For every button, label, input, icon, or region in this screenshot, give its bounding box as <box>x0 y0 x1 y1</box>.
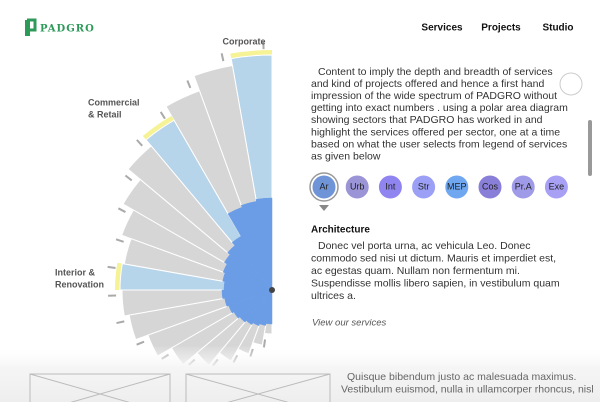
sector-core <box>233 289 273 319</box>
legend-button[interactable] <box>411 174 437 200</box>
sector-core <box>227 206 273 291</box>
sector-tick <box>136 340 145 346</box>
center-dot <box>269 287 275 293</box>
sector-glow <box>142 115 175 141</box>
sector-tick <box>186 80 192 89</box>
image-placeholder <box>29 373 331 402</box>
section-body: Donec vel porta urna, ac vehicula Leo. D… <box>318 240 530 252</box>
intro-text: as given below <box>311 150 381 162</box>
legend-label[interactable]: Pr.A <box>515 181 532 191</box>
footer-text: Vestibulum euismod, nulla in ullamcorper… <box>341 383 594 395</box>
section-title: Architecture <box>311 225 370 236</box>
nav-link[interactable]: Studio <box>542 23 573 34</box>
intro-text: based on what the user selects from lege… <box>311 138 567 150</box>
legend-label[interactable]: Exe <box>549 181 565 191</box>
toggle[interactable] <box>559 72 583 96</box>
sector-label: Commercial <box>88 97 140 107</box>
section-body: Suspendisse mollis libero sapien, in ves… <box>311 277 560 289</box>
legend-button[interactable] <box>510 174 536 200</box>
polar-diagram <box>107 41 275 367</box>
intro-text: and kind of projects offered and hence a… <box>311 78 544 90</box>
footer-text: Quisque bibendum justo ac malesuada maxi… <box>347 371 576 383</box>
intro-text: Content to imply the depth and breadth o… <box>318 66 553 78</box>
legend-button[interactable] <box>477 174 503 200</box>
legend-label[interactable]: MEP <box>447 181 467 191</box>
sector-core <box>231 235 273 291</box>
legend-label[interactable]: Urb <box>350 181 365 191</box>
legend-label[interactable]: Cos <box>482 181 499 191</box>
sector-label: Renovation <box>55 279 104 289</box>
sector-glow <box>115 262 124 291</box>
legend-button[interactable] <box>344 174 370 200</box>
logo[interactable]: PADGRO <box>40 24 95 35</box>
sector-label: & Retail <box>88 109 122 119</box>
sector-core <box>245 289 273 325</box>
sector-tick <box>116 320 125 325</box>
sector-core <box>265 289 273 325</box>
sector-core <box>227 245 273 291</box>
sector-core <box>252 289 273 327</box>
section-link[interactable]: View our services <box>312 318 387 329</box>
sector-glow <box>230 50 273 60</box>
legend-button[interactable] <box>311 174 337 200</box>
legend-ring <box>309 172 339 202</box>
sector-tick <box>136 139 143 147</box>
legend-button[interactable] <box>377 174 403 200</box>
sector-core <box>239 289 273 323</box>
sector-tick <box>159 111 166 120</box>
sector-label: Interior & <box>55 267 96 277</box>
sector-core <box>222 263 273 291</box>
section-body: ac egestas quam. Nullam non fermentum mi… <box>311 265 520 277</box>
legend-label[interactable]: Str <box>418 181 430 191</box>
sector-core <box>224 254 273 291</box>
legend-button[interactable] <box>543 174 569 200</box>
nav-link[interactable]: Projects <box>481 23 521 34</box>
intro-text: getting into exact numbers . using a pol… <box>311 102 568 114</box>
nav-link[interactable]: Services <box>421 23 463 34</box>
intro-text: highlight the services offered per secto… <box>311 126 560 138</box>
intro-text: impression of the wide spectrum of PADGR… <box>311 90 557 102</box>
section-body: ultrices a. <box>311 290 356 302</box>
intro-text: showing sectors that PADGRO has worked i… <box>311 114 543 126</box>
sector-label: Corporate <box>222 36 265 46</box>
legend-label[interactable]: Ar <box>320 181 329 191</box>
sector-tick <box>124 174 133 182</box>
sector-core <box>259 289 273 326</box>
sector-core <box>228 289 273 314</box>
sector-core <box>240 201 273 291</box>
legend-pointer <box>319 205 329 211</box>
sector-tick <box>117 207 126 213</box>
sector-core <box>222 272 273 291</box>
legend-button[interactable] <box>444 174 470 200</box>
legend-label[interactable]: Int <box>385 181 396 191</box>
sector-tick <box>115 238 124 243</box>
sector-tick <box>220 53 225 62</box>
section-body: commodo sed nisi ut dictum. Mauris et im… <box>311 252 556 264</box>
scrollbar <box>588 120 592 176</box>
logo-icon[interactable] <box>25 18 37 36</box>
sector-tick <box>107 265 116 270</box>
